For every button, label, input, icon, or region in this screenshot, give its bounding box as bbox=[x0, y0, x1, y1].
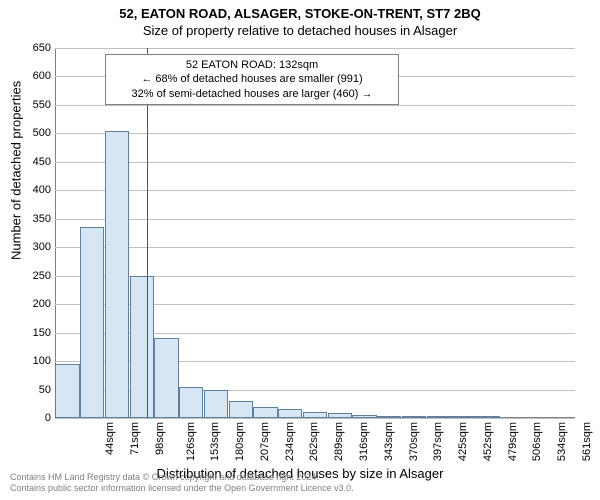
bar bbox=[278, 409, 302, 418]
xtick-label: 343sqm bbox=[383, 422, 395, 461]
xtick-label: 98sqm bbox=[154, 422, 166, 455]
bar bbox=[105, 131, 129, 418]
ytick-label: 600 bbox=[33, 70, 51, 82]
gridline bbox=[55, 418, 575, 419]
footer-line1: Contains HM Land Registry data © Crown c… bbox=[10, 472, 354, 483]
annotation-line3: 32% of semi-detached houses are larger (… bbox=[112, 87, 392, 101]
chart-plot-area: 52 EATON ROAD: 132sqm ← 68% of detached … bbox=[55, 48, 575, 418]
annotation-line1: 52 EATON ROAD: 132sqm bbox=[112, 58, 392, 72]
bar bbox=[402, 416, 426, 418]
bar bbox=[55, 364, 79, 418]
annotation-box: 52 EATON ROAD: 132sqm ← 68% of detached … bbox=[105, 54, 399, 105]
ytick-label: 650 bbox=[33, 42, 51, 54]
xtick-label: 234sqm bbox=[284, 422, 296, 461]
bar bbox=[130, 276, 154, 418]
xtick-label: 262sqm bbox=[309, 422, 321, 461]
ytick-label: 250 bbox=[33, 270, 51, 282]
xtick-label: 180sqm bbox=[234, 422, 246, 461]
annotation-line2: ← 68% of detached houses are smaller (99… bbox=[112, 72, 392, 86]
bar bbox=[80, 227, 104, 418]
footer-line2: Contains public sector information licen… bbox=[10, 483, 354, 494]
xtick-label: 126sqm bbox=[185, 422, 197, 461]
xtick-label: 44sqm bbox=[104, 422, 116, 455]
bar bbox=[303, 412, 327, 418]
xtick-label: 153sqm bbox=[210, 422, 222, 461]
bar bbox=[328, 413, 352, 418]
xtick-label: 506sqm bbox=[531, 422, 543, 461]
ytick-label: 400 bbox=[33, 184, 51, 196]
ytick-label: 0 bbox=[45, 412, 51, 424]
y-axis-title: Number of detached properties bbox=[9, 81, 24, 260]
ytick-label: 550 bbox=[33, 99, 51, 111]
ytick-label: 450 bbox=[33, 156, 51, 168]
xtick-label: 425sqm bbox=[457, 422, 469, 461]
xtick-label: 397sqm bbox=[432, 422, 444, 461]
ytick-label: 350 bbox=[33, 213, 51, 225]
ytick-label: 500 bbox=[33, 127, 51, 139]
page-subtitle: Size of property relative to detached ho… bbox=[0, 23, 600, 38]
ytick-label: 200 bbox=[33, 298, 51, 310]
bar bbox=[154, 338, 178, 418]
bar bbox=[377, 416, 401, 418]
footer: Contains HM Land Registry data © Crown c… bbox=[10, 472, 354, 494]
bar bbox=[451, 416, 475, 418]
bar bbox=[352, 415, 376, 418]
xtick-label: 289sqm bbox=[333, 422, 345, 461]
xtick-label: 561sqm bbox=[581, 422, 593, 461]
bar bbox=[179, 387, 203, 418]
ytick-label: 100 bbox=[33, 355, 51, 367]
xtick-label: 207sqm bbox=[259, 422, 271, 461]
xtick-label: 452sqm bbox=[482, 422, 494, 461]
xtick-label: 370sqm bbox=[408, 422, 420, 461]
page-title: 52, EATON ROAD, ALSAGER, STOKE-ON-TRENT,… bbox=[0, 0, 600, 21]
bar bbox=[476, 416, 500, 418]
bar bbox=[253, 407, 277, 418]
xtick-label: 479sqm bbox=[507, 422, 519, 461]
xtick-label: 316sqm bbox=[358, 422, 370, 461]
ytick-label: 50 bbox=[39, 384, 51, 396]
bar bbox=[427, 416, 451, 418]
xtick-label: 534sqm bbox=[556, 422, 568, 461]
xtick-label: 71sqm bbox=[129, 422, 141, 455]
bar bbox=[204, 390, 228, 418]
ytick-label: 150 bbox=[33, 327, 51, 339]
bar bbox=[229, 401, 253, 418]
ytick-label: 300 bbox=[33, 241, 51, 253]
